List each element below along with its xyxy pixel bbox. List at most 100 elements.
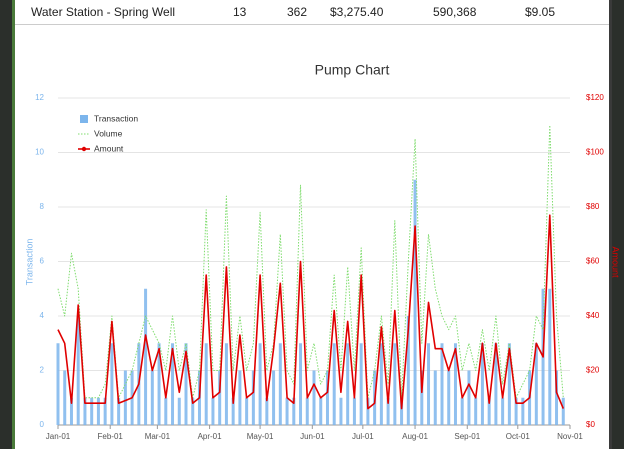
- bar: [245, 397, 249, 425]
- bar: [90, 397, 94, 425]
- y-tick-label: 10: [35, 148, 44, 157]
- bar: [319, 397, 323, 425]
- bar: [184, 343, 188, 425]
- bar: [366, 397, 370, 425]
- bar: [393, 343, 397, 425]
- bar: [379, 343, 383, 425]
- bar: [299, 343, 303, 425]
- y-tick-label: 2: [40, 366, 45, 375]
- cell: 590,368: [433, 5, 477, 19]
- y2-tick-label: $40: [586, 311, 600, 320]
- bar: [285, 397, 289, 425]
- bar: [420, 370, 424, 425]
- y-tick-label: 8: [40, 202, 45, 211]
- bar: [171, 343, 175, 425]
- bar: [312, 370, 316, 425]
- legend-label: Volume: [94, 128, 123, 138]
- cell: 362: [287, 5, 308, 19]
- bar: [56, 343, 60, 425]
- bar: [69, 397, 73, 425]
- bar: [406, 316, 410, 425]
- bar: [110, 343, 114, 425]
- bar: [521, 397, 525, 425]
- y2-tick-label: $60: [586, 257, 600, 266]
- line-series: [57, 124, 564, 399]
- legend-label: Amount: [94, 143, 124, 153]
- x-tick-label: Nov-01: [557, 432, 583, 441]
- bar: [238, 370, 242, 425]
- bar: [218, 370, 222, 425]
- bar: [278, 343, 282, 425]
- x-tick-label: Sep-01: [454, 432, 480, 441]
- bar: [534, 343, 538, 425]
- line-series: [57, 214, 565, 410]
- y-tick-label: 4: [40, 311, 45, 320]
- bar: [440, 343, 444, 425]
- bar: [332, 343, 336, 425]
- bar: [224, 343, 228, 425]
- y2-tick-label: $20: [586, 366, 600, 375]
- cell: 13: [233, 5, 247, 19]
- bar: [453, 343, 457, 425]
- y2-tick-label: $120: [586, 93, 604, 102]
- y2-tick-label: $100: [586, 148, 604, 157]
- bar: [103, 397, 107, 425]
- x-tick-label: Aug-01: [402, 432, 428, 441]
- bar: [447, 370, 451, 425]
- bar: [548, 288, 552, 425]
- bar: [123, 370, 127, 425]
- chart-title: Pump Chart: [315, 62, 390, 78]
- bar: [427, 343, 431, 425]
- bar: [433, 370, 437, 425]
- y2-tick-label: $0: [586, 420, 595, 429]
- bar: [144, 288, 148, 425]
- bar: [467, 370, 471, 425]
- bar: [164, 397, 168, 425]
- bar: [561, 397, 565, 425]
- legend-label: Transaction: [94, 113, 138, 123]
- cell: $3,275.40: [330, 5, 384, 19]
- y-tick-label: 12: [35, 93, 44, 102]
- bar: [494, 343, 498, 425]
- bar: [63, 370, 67, 425]
- bar: [487, 397, 491, 425]
- x-tick-label: May-01: [247, 432, 274, 441]
- bar: [211, 397, 215, 425]
- bar: [501, 397, 505, 425]
- y-axis-title: Transaction: [24, 239, 34, 286]
- bar: [265, 397, 269, 425]
- bar: [117, 397, 121, 425]
- x-tick-label: Oct-01: [506, 432, 531, 441]
- bar: [346, 343, 350, 425]
- x-tick-label: Feb-01: [98, 432, 124, 441]
- bar: [150, 370, 154, 425]
- y-tick-label: 6: [40, 257, 45, 266]
- bar: [400, 397, 404, 425]
- x-tick-label: Jun-01: [300, 432, 325, 441]
- bar: [460, 397, 464, 425]
- x-tick-label: Jul-01: [352, 432, 374, 441]
- x-tick-label: Mar-01: [145, 432, 171, 441]
- y2-tick-label: $80: [586, 202, 600, 211]
- bar: [514, 397, 518, 425]
- bar: [157, 343, 161, 425]
- bar: [204, 343, 208, 425]
- bar: [474, 397, 478, 425]
- station-name: Water Station - Spring Well: [31, 5, 176, 19]
- bar: [251, 370, 255, 425]
- bar: [177, 397, 181, 425]
- bar: [359, 343, 363, 425]
- bar: [83, 397, 87, 425]
- bar: [480, 343, 484, 425]
- bar: [191, 397, 195, 425]
- cell: $9.05: [525, 5, 556, 19]
- y-tick-label: 0: [40, 420, 45, 429]
- bar: [96, 397, 100, 425]
- table-row: Water Station - Spring Well 13 362 $3,27…: [15, 0, 609, 25]
- y2-axis-title: Amount: [611, 246, 621, 278]
- bar: [507, 343, 511, 425]
- bar: [339, 397, 343, 425]
- x-tick-label: Jan-01: [46, 432, 71, 441]
- bar: [555, 370, 559, 425]
